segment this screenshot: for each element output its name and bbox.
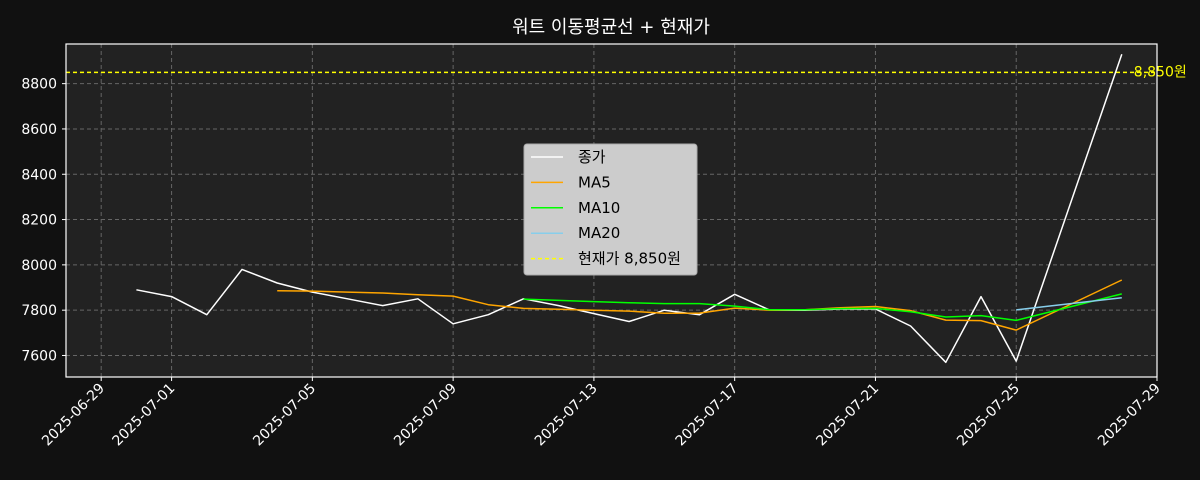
chart-title: 워트 이동평균선 + 현재가 [512, 17, 710, 38]
series-group [136, 53, 1123, 364]
y-tick-label: 8200 [21, 213, 57, 229]
series-line [136, 53, 1123, 364]
y-tick-label: 7600 [21, 348, 57, 364]
y-axis: 7600 7800 8000 8200 8400 8600 8800 [21, 77, 66, 364]
y-tick-label: 8400 [21, 167, 57, 183]
legend-label: MA5 [578, 173, 611, 191]
plot-frame [65, 43, 1158, 378]
legend-label: MA10 [578, 199, 620, 217]
legend-label: 종가 [578, 148, 606, 166]
y-tick-label: 8600 [21, 122, 57, 138]
y-tick-label: 8000 [21, 258, 57, 274]
series-line [523, 293, 1122, 322]
series-line [1016, 296, 1122, 311]
legend-label: 현재가 8,850원 [578, 250, 681, 268]
current-price-label: 8,850원 [1134, 64, 1187, 80]
y-tick-label: 7800 [21, 303, 57, 319]
legend-box [523, 143, 698, 276]
legend: 종가 MA5 MA10 MA20 현재가 8,850원 [523, 143, 698, 276]
y-tick-label: 8800 [21, 77, 57, 93]
current-price-line-group: 8,850원 [66, 64, 1187, 80]
legend-label: MA20 [578, 224, 620, 242]
